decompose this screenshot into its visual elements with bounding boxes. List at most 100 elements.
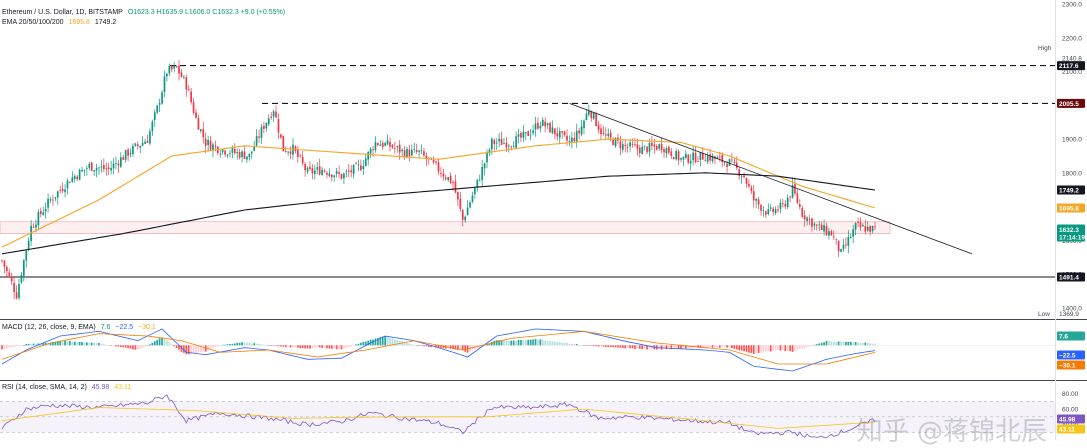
candle-body bbox=[3, 260, 6, 267]
price-zone bbox=[0, 221, 891, 234]
price-pane[interactable] bbox=[0, 60, 1055, 301]
macd-bar bbox=[151, 342, 154, 346]
macd-bar bbox=[216, 345, 219, 347]
high-label: High bbox=[1038, 45, 1052, 52]
candle-body bbox=[255, 136, 258, 146]
rsi-pane[interactable] bbox=[0, 394, 1055, 439]
macd-bar bbox=[306, 345, 309, 349]
macd-bar bbox=[391, 338, 394, 346]
candle-body bbox=[614, 138, 617, 147]
macd-bar bbox=[98, 342, 100, 346]
candle-body bbox=[275, 111, 277, 118]
candle-body bbox=[459, 198, 462, 209]
macd-bar bbox=[563, 342, 566, 346]
candle-body bbox=[374, 141, 377, 151]
candle-body bbox=[801, 208, 804, 217]
candle-body bbox=[112, 163, 115, 169]
macd-bar bbox=[808, 345, 811, 347]
macd-bar bbox=[318, 345, 321, 348]
candle-body bbox=[859, 222, 862, 228]
macd-bar bbox=[241, 342, 243, 346]
candle-body bbox=[396, 146, 399, 148]
macd-bar bbox=[757, 345, 760, 354]
macd-bar bbox=[381, 336, 384, 346]
candle-body bbox=[498, 138, 500, 142]
macd-bar bbox=[372, 339, 374, 346]
candle-body bbox=[248, 153, 251, 158]
candle-body bbox=[313, 170, 316, 174]
candle-body bbox=[151, 121, 154, 132]
macd-bar bbox=[66, 341, 69, 346]
macd-bar bbox=[832, 341, 835, 346]
macd-bar bbox=[478, 345, 481, 348]
candle-body bbox=[437, 162, 440, 172]
macd-bar bbox=[299, 345, 302, 349]
candle-body bbox=[263, 125, 265, 129]
macd-bar bbox=[403, 342, 406, 346]
macd-pane[interactable] bbox=[0, 328, 1055, 372]
candle-body bbox=[301, 156, 304, 164]
candle-body bbox=[682, 156, 685, 160]
macd-bar bbox=[549, 340, 551, 346]
candle-body bbox=[493, 140, 496, 144]
macd-bar bbox=[127, 345, 129, 349]
macd-bar bbox=[117, 345, 120, 347]
macd-bar bbox=[238, 342, 241, 346]
macd-bar bbox=[321, 345, 323, 348]
candle-body bbox=[127, 149, 129, 156]
candle-body bbox=[733, 161, 736, 163]
candle-body bbox=[1, 260, 3, 262]
macd-bar bbox=[670, 345, 673, 350]
macd-bar bbox=[580, 345, 583, 346]
candle-body bbox=[410, 149, 413, 156]
macd-bar bbox=[575, 344, 578, 346]
candle-body bbox=[394, 147, 396, 149]
candle-body bbox=[168, 66, 171, 74]
candle-body bbox=[224, 150, 226, 155]
price-axis[interactable]: 2300.02200.02100.02000.01900.01800.01700… bbox=[1038, 2, 1085, 434]
macd-bar bbox=[263, 344, 265, 346]
macd-bar bbox=[847, 341, 850, 346]
candle-body bbox=[364, 158, 367, 166]
macd-bar bbox=[8, 345, 11, 348]
macd-bar bbox=[93, 342, 95, 346]
macd-bar bbox=[784, 345, 787, 352]
macd-bar bbox=[132, 345, 134, 350]
ema-value-2: 1749.2 bbox=[94, 19, 117, 26]
macd-bar bbox=[275, 345, 277, 346]
candle-body bbox=[767, 209, 770, 215]
candle-body bbox=[529, 134, 532, 136]
candle-body bbox=[449, 175, 452, 184]
macd-bar bbox=[394, 339, 396, 346]
macd-bar bbox=[47, 343, 49, 346]
macd-bar bbox=[437, 345, 440, 348]
candle-body bbox=[709, 154, 711, 161]
macd-bar bbox=[30, 344, 32, 346]
price-tick-label: 2100.0 bbox=[1062, 69, 1082, 76]
candle-body bbox=[728, 159, 731, 166]
macd-bar bbox=[728, 345, 731, 348]
candle-body bbox=[88, 163, 91, 168]
macd-bar bbox=[258, 343, 260, 346]
macd-bar bbox=[282, 345, 285, 347]
candle-body bbox=[554, 128, 556, 135]
macd-bar bbox=[602, 345, 605, 347]
macd-bar bbox=[195, 345, 197, 354]
macd-bar bbox=[95, 343, 98, 346]
candle-body bbox=[27, 240, 30, 250]
candle-body bbox=[243, 151, 246, 159]
candle-body bbox=[272, 111, 275, 117]
candle-body bbox=[668, 146, 670, 153]
candle-body bbox=[78, 169, 81, 181]
macd-bar bbox=[604, 345, 607, 347]
ema-label: EMA 20/50/100/200 bbox=[2, 19, 64, 26]
macd-bar bbox=[782, 345, 784, 351]
ema-legend: EMA 20/50/100/200 1695.8 1749.2 bbox=[2, 18, 119, 27]
macd-bar bbox=[641, 345, 644, 350]
rsi-label: RSI (14, close, SMA, 14, 2) bbox=[2, 384, 87, 391]
ema-line-black bbox=[1, 172, 876, 255]
candle-body bbox=[866, 226, 869, 231]
macd-bar bbox=[294, 345, 297, 348]
macd-bar bbox=[350, 345, 353, 347]
